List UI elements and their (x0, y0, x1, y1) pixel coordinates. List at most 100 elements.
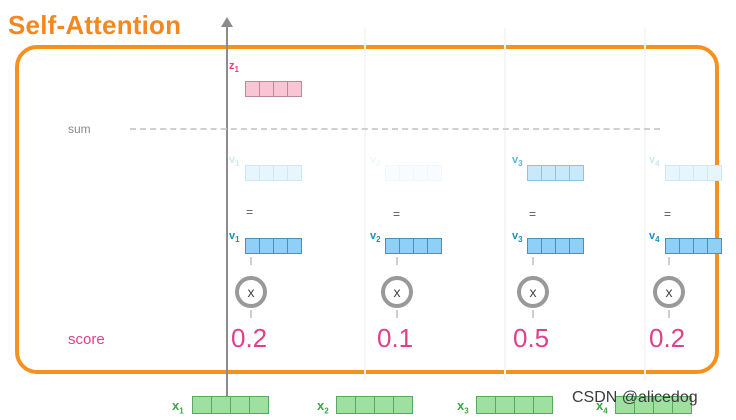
cell (259, 238, 274, 254)
connector-below-3 (532, 310, 534, 318)
v-letter: v (229, 154, 236, 166)
cell (527, 238, 542, 254)
score-1: 0.2 (231, 323, 268, 353)
x3-label: x3 (457, 398, 469, 416)
cell (679, 238, 694, 254)
connector-below-2 (396, 310, 398, 318)
multiply-icon-2: x (381, 276, 413, 308)
connector-4 (668, 257, 670, 265)
connector-1 (250, 257, 252, 265)
ghost-line-2 (364, 28, 366, 380)
cell (541, 238, 556, 254)
cell (259, 81, 274, 97)
equals-sign-2: = (393, 207, 401, 221)
cell (287, 238, 302, 254)
cell (336, 396, 356, 414)
x2-vector (336, 396, 413, 414)
cell (555, 165, 570, 181)
equals-sign-3: = (529, 207, 537, 221)
connector-below-4 (668, 310, 670, 318)
z1-label: z1 (229, 60, 239, 74)
score-2: 0.1 (377, 323, 414, 353)
v-subscript: 4 (655, 159, 660, 169)
v-letter: v (229, 230, 236, 242)
v2-vector (385, 238, 442, 254)
v-subscript: 1 (235, 159, 240, 169)
cell (393, 396, 413, 414)
v3-vector (527, 238, 584, 254)
weighted-v2-label: v2 (370, 154, 381, 168)
x1-label: x1 (172, 398, 184, 416)
score-3: 0.5 (513, 323, 550, 353)
v-letter: v (370, 230, 377, 242)
weighted-v3-vector (527, 165, 584, 181)
v1-vector (245, 238, 302, 254)
z1-vector (245, 81, 302, 97)
x4-label: x4 (596, 398, 608, 416)
cell (693, 165, 708, 181)
x-letter: x (457, 398, 465, 413)
v1-label: v1 (229, 230, 240, 244)
connector-2 (396, 257, 398, 265)
z-letter: z (229, 60, 235, 72)
cell (273, 165, 288, 181)
connector-below-1 (250, 310, 252, 318)
x-subscript: 4 (603, 406, 608, 416)
v-letter: v (512, 154, 519, 166)
v-subscript: 3 (518, 235, 523, 245)
cell (385, 238, 400, 254)
cell (672, 396, 692, 414)
cell (374, 396, 394, 414)
cell (514, 396, 534, 414)
output-arrow-line (226, 24, 228, 396)
multiply-icon-1: x (235, 276, 267, 308)
cell (679, 165, 694, 181)
weighted-v1-vector (245, 165, 302, 181)
cell (399, 165, 414, 181)
weighted-v4-label: v4 (649, 154, 660, 168)
v-subscript: 2 (376, 235, 381, 245)
cell (427, 238, 442, 254)
cell (230, 396, 250, 414)
x-letter: x (596, 398, 604, 413)
output-arrow-head (221, 17, 233, 27)
cell (533, 396, 553, 414)
cell (355, 396, 375, 414)
diagram-title: Self-Attention (8, 10, 182, 40)
score-label: score (68, 331, 105, 348)
cell (249, 396, 269, 414)
cell (287, 81, 302, 97)
score-4: 0.2 (649, 323, 686, 353)
cell (245, 81, 260, 97)
cell (245, 165, 260, 181)
v-letter: v (649, 154, 656, 166)
equals-sign-1: = (246, 205, 254, 219)
cell (273, 238, 288, 254)
cell (245, 238, 260, 254)
v-letter: v (370, 154, 377, 166)
weighted-v3-label: v3 (512, 154, 523, 168)
v4-vector (665, 238, 722, 254)
cell (693, 238, 708, 254)
cell (569, 165, 584, 181)
sum-dashed-line (130, 128, 660, 130)
weighted-v1-label: v1 (229, 154, 240, 168)
cell (569, 238, 584, 254)
v-letter: v (649, 230, 656, 242)
cell (427, 165, 442, 181)
cell (707, 165, 722, 181)
multiply-icon-4: x (653, 276, 685, 308)
sum-label: sum (68, 122, 91, 136)
z-subscript: 1 (234, 65, 239, 75)
v-subscript: 2 (376, 159, 381, 169)
watermark: CSDN @alicedog (572, 389, 698, 406)
cell (413, 165, 428, 181)
ghost-line-3 (504, 28, 506, 380)
attention-frame (15, 45, 719, 374)
x-letter: x (317, 398, 325, 413)
v3-label: v3 (512, 230, 523, 244)
v-subscript: 1 (235, 235, 240, 245)
cell (665, 165, 680, 181)
x-subscript: 1 (179, 406, 184, 416)
cell (385, 165, 400, 181)
